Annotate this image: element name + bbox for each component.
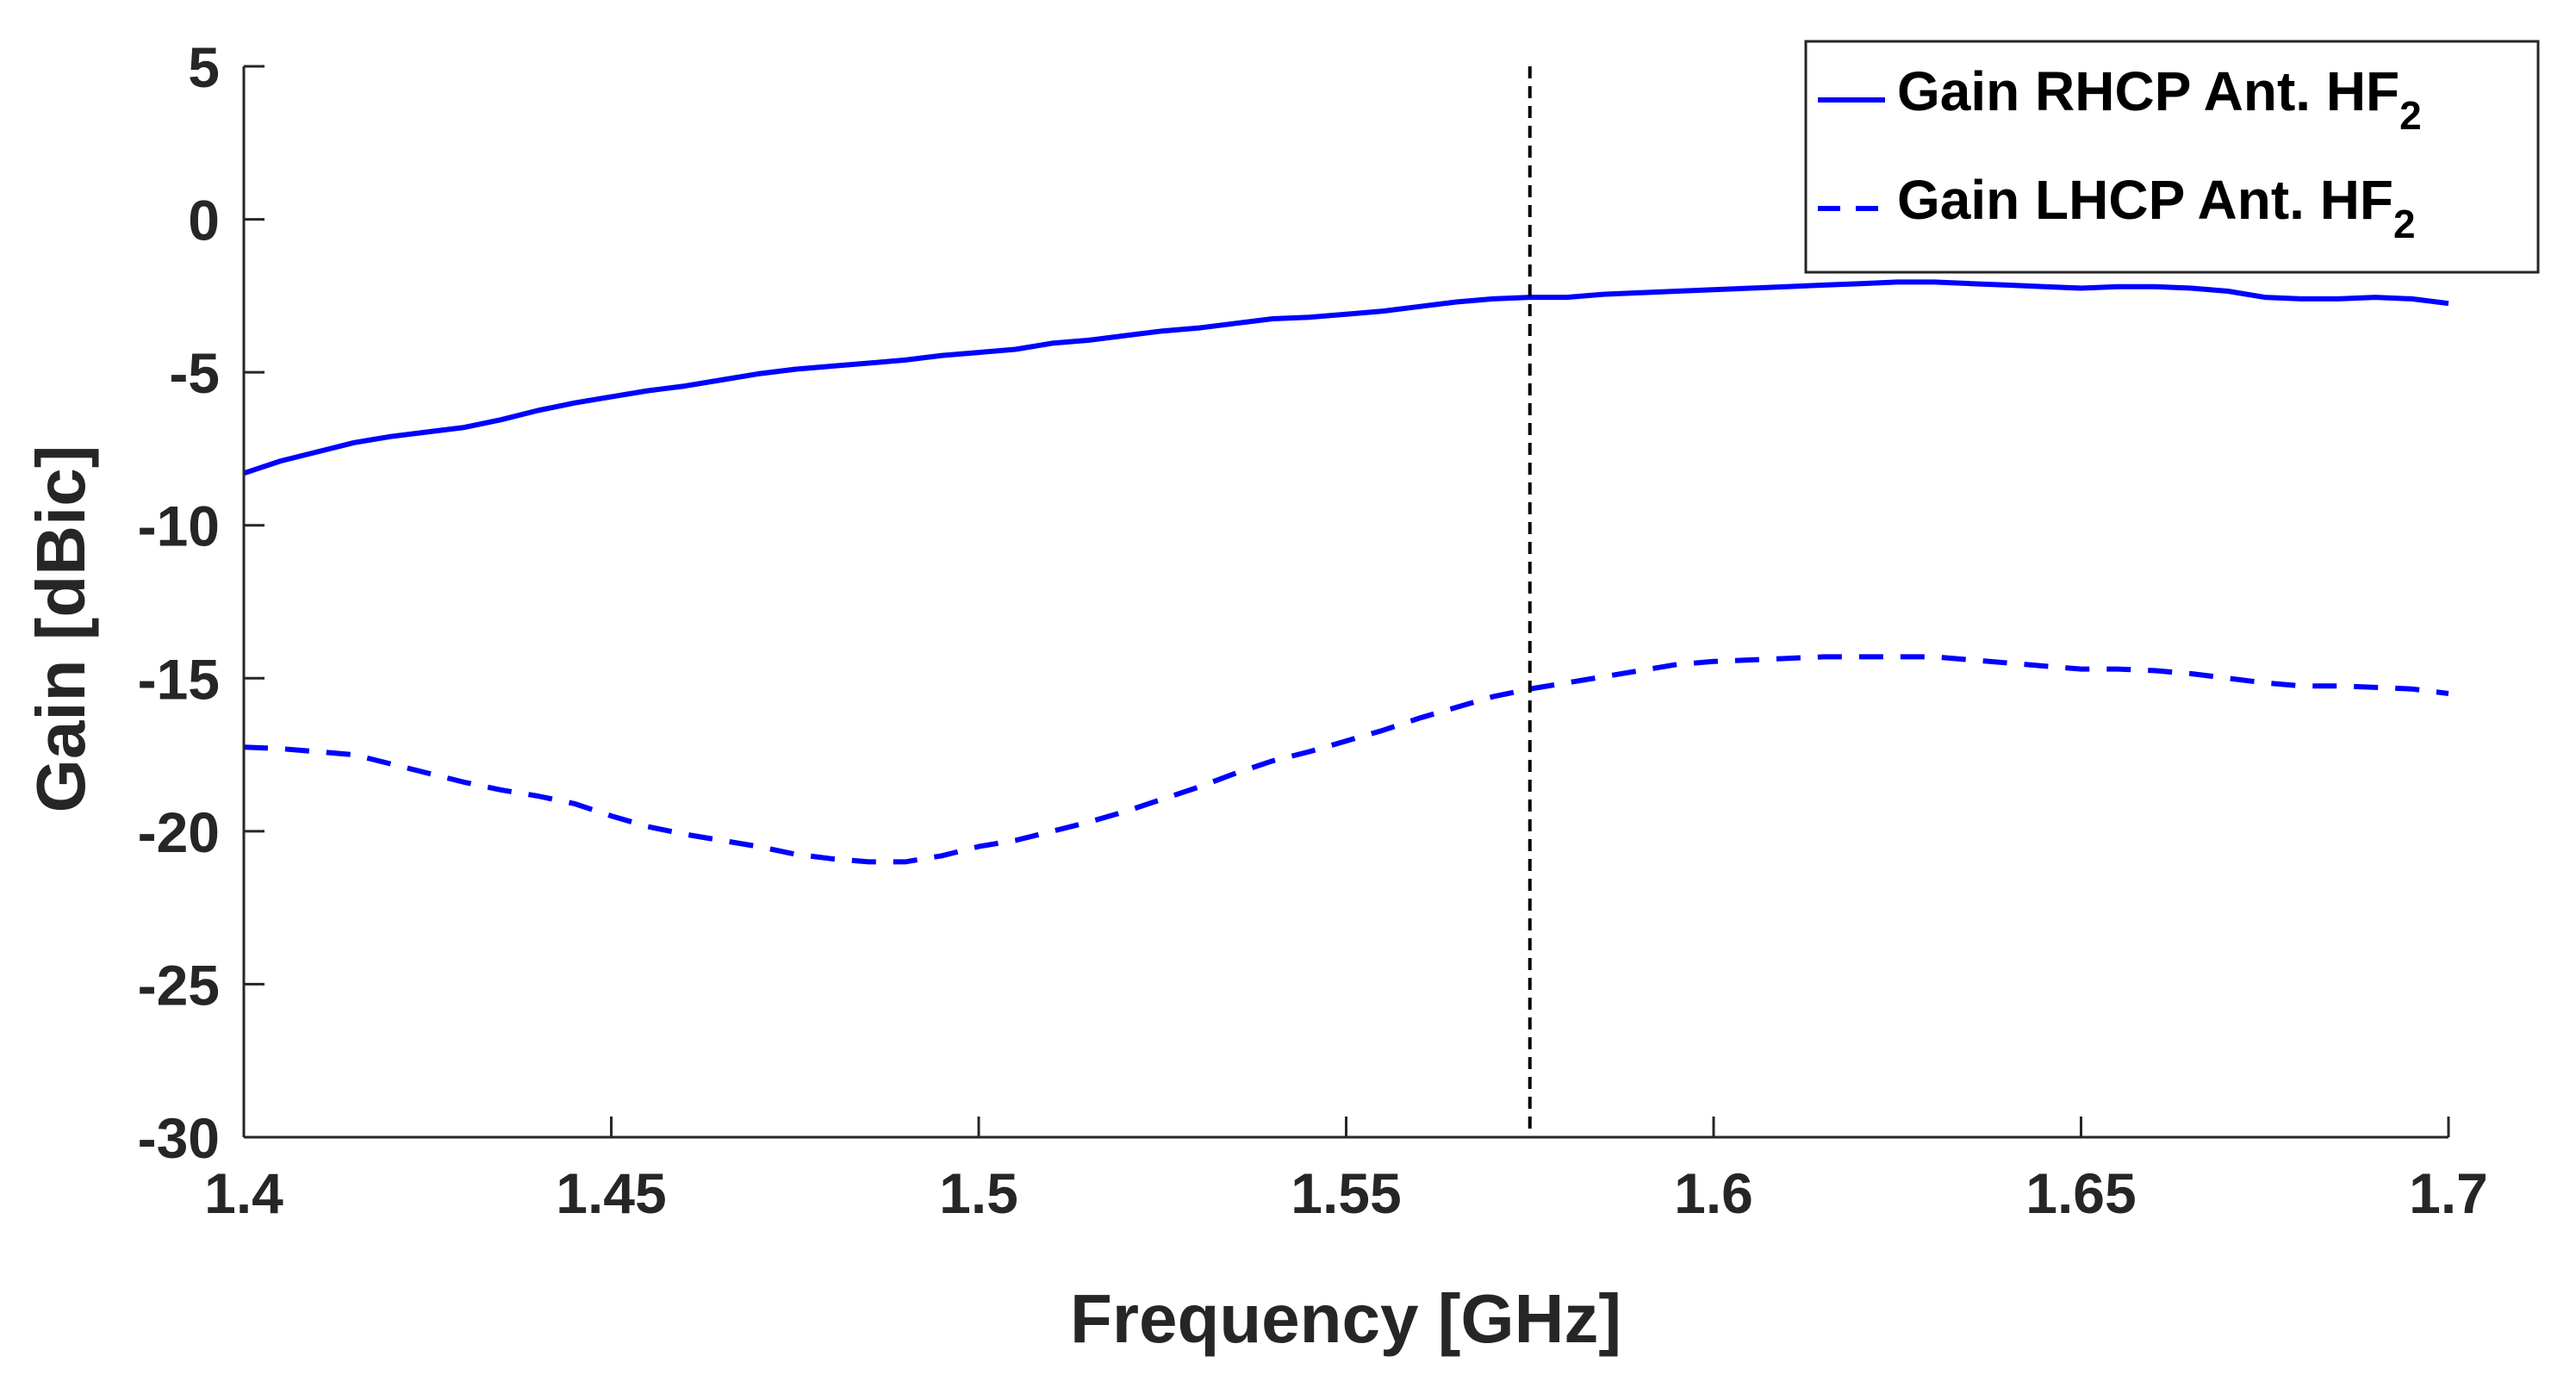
- x-ticks: 1.4 1.45 1.5 1.55 1.6 1.65 1.7: [204, 1117, 2488, 1225]
- legend-label-lhcp-subscript: 2: [2393, 202, 2416, 246]
- y-ticks: 5 0 -5 -10 -15 -20 -25 -30: [138, 35, 264, 1170]
- x-tick-label: 1.5: [939, 1161, 1018, 1225]
- y-tick-label: 5: [188, 35, 220, 99]
- x-tick-label: 1.45: [556, 1161, 666, 1225]
- legend-box: [1804, 40, 2540, 274]
- y-tick-label: -25: [138, 953, 220, 1017]
- x-tick-label: 1.55: [1291, 1161, 1401, 1225]
- y-tick-label: -30: [138, 1106, 220, 1170]
- legend-label-lhcp: Gain LHCP Ant. HF2: [1897, 169, 2416, 246]
- y-axis-label: Gain [dBic]: [22, 445, 99, 813]
- x-tick-label: 1.6: [1674, 1161, 1753, 1225]
- y-tick-label: -10: [138, 495, 220, 558]
- y-tick-label: 0: [188, 189, 220, 252]
- x-tick-label: 1.4: [204, 1161, 283, 1225]
- x-axis-label: Frequency [GHz]: [1070, 1280, 1621, 1357]
- series-line-rhcp: [243, 279, 2449, 476]
- legend-label-rhcp-subscript: 2: [2399, 93, 2422, 138]
- legend-label-rhcp: Gain RHCP Ant. HF2: [1897, 60, 2422, 138]
- series-line-lhcp: [243, 654, 2449, 865]
- y-tick-label: -20: [138, 800, 220, 864]
- y-tick-label: -15: [138, 647, 220, 711]
- legend-label-rhcp-text: Gain RHCP Ant. HF: [1897, 60, 2399, 122]
- y-tick-label: -5: [169, 341, 220, 405]
- series-layer: [243, 279, 2449, 865]
- x-tick-label: 1.7: [2409, 1161, 2488, 1225]
- x-tick-label: 1.65: [2025, 1161, 2136, 1225]
- legend-label-lhcp-text: Gain LHCP Ant. HF: [1897, 169, 2393, 231]
- legend: Gain RHCP Ant. HF2 Gain LHCP Ant. HF2: [1804, 40, 2540, 274]
